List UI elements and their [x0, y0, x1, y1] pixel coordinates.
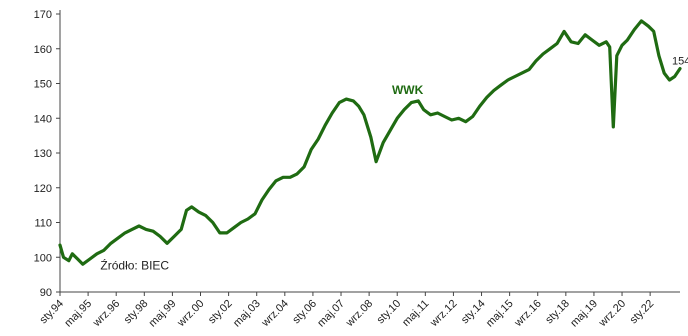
y-axis-ticks: 90 100 110 120 130 140 150 160 170: [34, 9, 60, 299]
chart-axes: [59, 10, 680, 293]
x-tick-label: sty.98: [122, 298, 151, 327]
series-line-wwk: [58, 19, 682, 266]
series-lines: [58, 19, 682, 266]
x-tick-label: maj.07: [315, 298, 347, 330]
x-tick-label: sty.94: [37, 298, 66, 327]
x-tick-label: sty.10: [375, 298, 404, 327]
x-tick-label: wrz.12: [427, 298, 459, 330]
x-tick-label: wrz.20: [596, 298, 628, 330]
y-tick-label: 150: [34, 79, 52, 91]
y-tick-label: 140: [34, 113, 52, 125]
y-tick-label: 170: [34, 9, 52, 21]
x-tick-label: wrz.04: [259, 298, 291, 330]
last-value-label: 154,3: [672, 56, 688, 68]
series-label-wwk: WWK: [392, 83, 424, 97]
source-note: Źródło: BIEC: [100, 257, 169, 272]
y-tick-label: 100: [34, 252, 52, 264]
x-tick-label: maj.99: [147, 298, 179, 330]
x-tick-label: maj.11: [400, 298, 431, 329]
x-tick-label: sty.02: [206, 298, 235, 327]
x-tick-label: wrz.00: [175, 298, 207, 330]
x-tick-label: maj.15: [484, 298, 516, 330]
y-tick-label: 160: [34, 44, 52, 56]
y-tick-label: 90: [40, 287, 52, 299]
x-tick-label: maj.95: [62, 298, 94, 330]
y-tick-label: 120: [34, 183, 52, 195]
x-tick-label: sty.18: [543, 298, 572, 327]
y-tick-label: 110: [34, 218, 52, 230]
x-tick-label: wrz.16: [512, 298, 544, 330]
x-tick-label: wrz.96: [90, 298, 122, 330]
x-tick-label: sty.14: [459, 298, 488, 327]
x-tick-label: sty.22: [628, 298, 657, 327]
x-tick-label: wrz.08: [343, 298, 375, 330]
x-tick-label: sty.06: [290, 298, 319, 327]
y-tick-label: 130: [34, 148, 52, 160]
x-tick-label: maj.03: [231, 298, 263, 330]
x-tick-label: maj.19: [568, 298, 600, 330]
